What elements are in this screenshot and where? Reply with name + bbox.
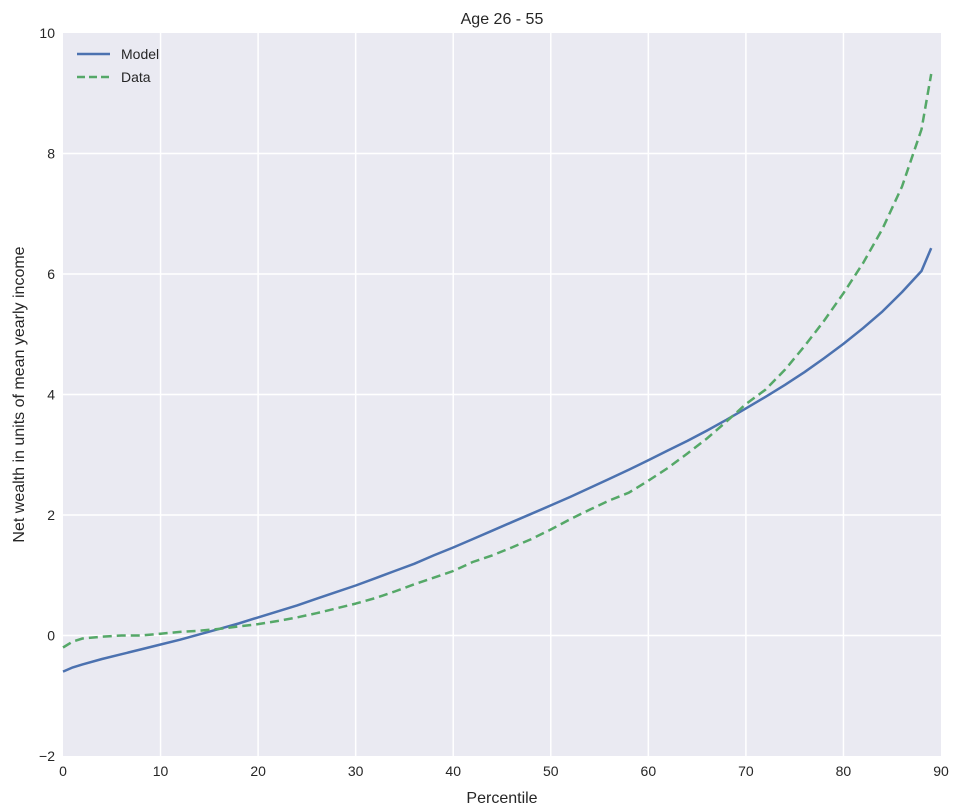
legend-label-model: Model (121, 46, 159, 62)
y-tick-label: 6 (47, 266, 55, 282)
chart-title: Age 26 - 55 (461, 11, 544, 28)
x-tick-label: 90 (933, 763, 949, 779)
y-tick-label: 10 (39, 25, 55, 41)
grid-lines (63, 33, 941, 756)
x-tick-label: 10 (153, 763, 169, 779)
y-tick-label: −2 (39, 748, 55, 764)
x-tick-label: 50 (543, 763, 559, 779)
y-tick-label: 4 (47, 387, 55, 403)
x-tick-label: 0 (59, 763, 67, 779)
legend: Model Data (77, 46, 159, 85)
y-tick-label: 2 (47, 507, 55, 523)
x-tick-label: 30 (348, 763, 364, 779)
series-lines (62, 73, 933, 673)
y-axis-label: Net wealth in units of mean yearly incom… (11, 246, 28, 542)
data-line (62, 73, 933, 649)
model-line (62, 247, 933, 673)
x-tick-label: 80 (836, 763, 852, 779)
y-tick-label: 8 (47, 146, 55, 162)
x-tick-label: 40 (445, 763, 461, 779)
x-tick-label: 20 (250, 763, 266, 779)
x-tick-label: 60 (641, 763, 657, 779)
y-tick-label: 0 (47, 628, 55, 644)
legend-label-data: Data (121, 69, 151, 85)
x-axis-label: Percentile (466, 790, 537, 807)
x-tick-label: 70 (738, 763, 754, 779)
